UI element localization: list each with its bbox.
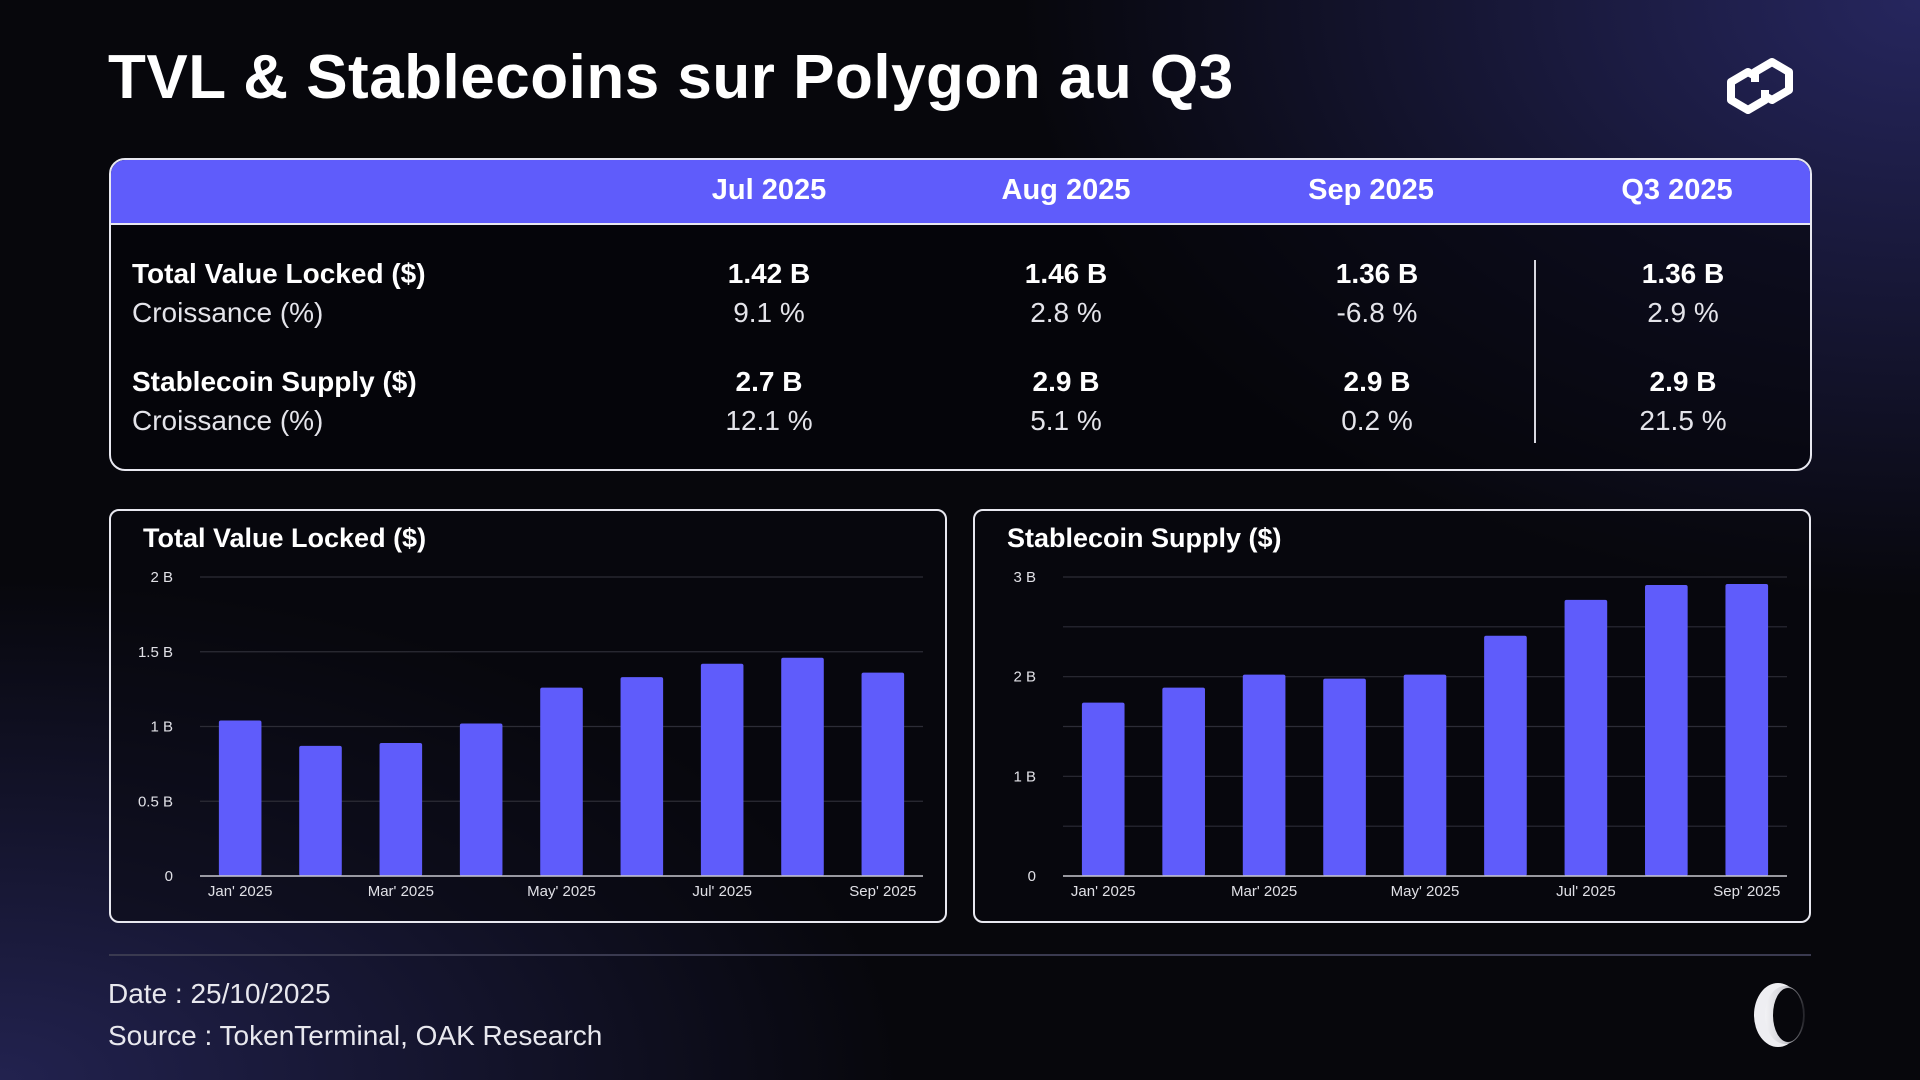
table-cell: 2.9 B: [1343, 366, 1411, 397]
y-tick-label: 1.5 B: [138, 644, 173, 661]
page-title: TVL & Stablecoins sur Polygon au Q3: [108, 43, 1234, 112]
table-cell: 9.1 %: [733, 297, 805, 328]
polygon-logo-icon: [1727, 58, 1793, 114]
table-cell: 2.9 B: [1649, 366, 1717, 397]
x-tick-label: May' 2025: [1391, 883, 1460, 900]
table-cell: 5.1 %: [1030, 405, 1102, 436]
x-tick-label: Mar' 2025: [1231, 883, 1297, 900]
y-tick-label: 3 B: [1013, 569, 1036, 586]
column-header: Sep 2025: [1308, 174, 1434, 206]
bar-feb-2025: [299, 745, 342, 876]
row-sublabel: Croissance (%): [132, 297, 324, 328]
x-tick-label: Jul' 2025: [692, 883, 752, 900]
x-tick-label: Jan' 2025: [1071, 883, 1136, 900]
table-cell: 1.46 B: [1024, 258, 1108, 289]
column-header: Aug 2025: [1001, 174, 1131, 206]
bar-feb-2025: [1162, 687, 1205, 876]
table-cell: 2.7 B: [735, 366, 803, 397]
y-tick-label: 2 B: [150, 569, 173, 586]
bar-jan-2025: [218, 720, 262, 876]
table-cell: 21.5 %: [1639, 405, 1727, 436]
column-divider: [1534, 260, 1536, 443]
stablecoin-chart: Stablecoin Supply ($) 0 1 B 2 B 3 B Jan' 202…: [973, 509, 1811, 923]
chart-title: Total Value Locked ($): [143, 523, 427, 553]
bar-aug-2025: [781, 657, 824, 876]
x-tick-label: Sep' 2025: [1713, 883, 1780, 900]
table-cell: 12.1 %: [725, 405, 813, 436]
bar-may-2025: [1403, 674, 1447, 876]
bar-mar-2025: [1242, 674, 1286, 876]
bar-sep-2025: [861, 672, 905, 876]
stablecoin-chart-plot: 0 1 B 2 B 3 B Jan' 2025 Mar' 2025 May' 2025 Jul…: [1013, 569, 1787, 900]
table-cell: 1.36 B: [1641, 258, 1725, 289]
y-tick-label: 0.5 B: [138, 793, 173, 810]
column-header: Q3 2025: [1621, 174, 1733, 206]
footer-source: Source : TokenTerminal, OAK Research: [108, 1020, 603, 1051]
y-tick-label: 0: [1028, 868, 1036, 885]
table-cell: 0.2 %: [1341, 405, 1413, 436]
bar-apr-2025: [459, 723, 503, 876]
bar-mar-2025: [379, 742, 423, 876]
x-tick-label: Mar' 2025: [368, 883, 434, 900]
table-cell: 1.36 B: [1335, 258, 1419, 289]
chart-title: Stablecoin Supply ($): [1007, 523, 1282, 553]
summary-table: Jul 2025 Aug 2025 Sep 2025 Q3 2025 Total…: [109, 158, 1812, 471]
x-tick-label: Sep' 2025: [849, 883, 916, 900]
y-tick-label: 0: [165, 868, 173, 885]
bar-jun-2025: [1484, 635, 1527, 876]
tvl-chart-plot: 0 0.5 B 1 B 1.5 B 2 B Jan' 2025 Mar' 2025 May' …: [138, 569, 923, 900]
table-cell: 2.9 B: [1032, 366, 1100, 397]
x-tick-label: May' 2025: [527, 883, 596, 900]
table-cell: 2.9 %: [1647, 297, 1719, 328]
tvl-chart: Total Value Locked ($) 0 0.5 B 1 B 1.5 B 2 B…: [109, 509, 947, 923]
oak-research-logo-icon: [1754, 983, 1805, 1047]
row-label-stablecoin: Stablecoin Supply ($): [132, 366, 417, 397]
table-cell: 2.8 %: [1030, 297, 1102, 328]
column-header: Jul 2025: [711, 174, 827, 206]
table-header: Jul 2025 Aug 2025 Sep 2025 Q3 2025: [111, 160, 1810, 225]
y-tick-label: 2 B: [1013, 669, 1036, 686]
row-label-tvl: Total Value Locked ($): [132, 258, 426, 289]
y-tick-label: 1 B: [150, 719, 173, 736]
x-tick-label: Jul' 2025: [1556, 883, 1616, 900]
bar-may-2025: [540, 687, 583, 876]
bar-jul-2025: [1564, 599, 1608, 876]
bar-sep-2025: [1725, 583, 1769, 876]
bar-jan-2025: [1081, 702, 1125, 876]
table-cell: 1.42 B: [727, 258, 811, 289]
bar-apr-2025: [1323, 678, 1366, 876]
bar-jun-2025: [620, 677, 664, 876]
bar-jul-2025: [700, 663, 744, 876]
footer-divider: [109, 954, 1811, 956]
x-tick-label: Jan' 2025: [208, 883, 273, 900]
bar-aug-2025: [1645, 584, 1688, 876]
y-tick-label: 1 B: [1013, 768, 1036, 785]
table-cell: -6.8 %: [1336, 297, 1418, 328]
footer-date: Date : 25/10/2025: [108, 978, 331, 1009]
row-sublabel: Croissance (%): [132, 405, 324, 436]
